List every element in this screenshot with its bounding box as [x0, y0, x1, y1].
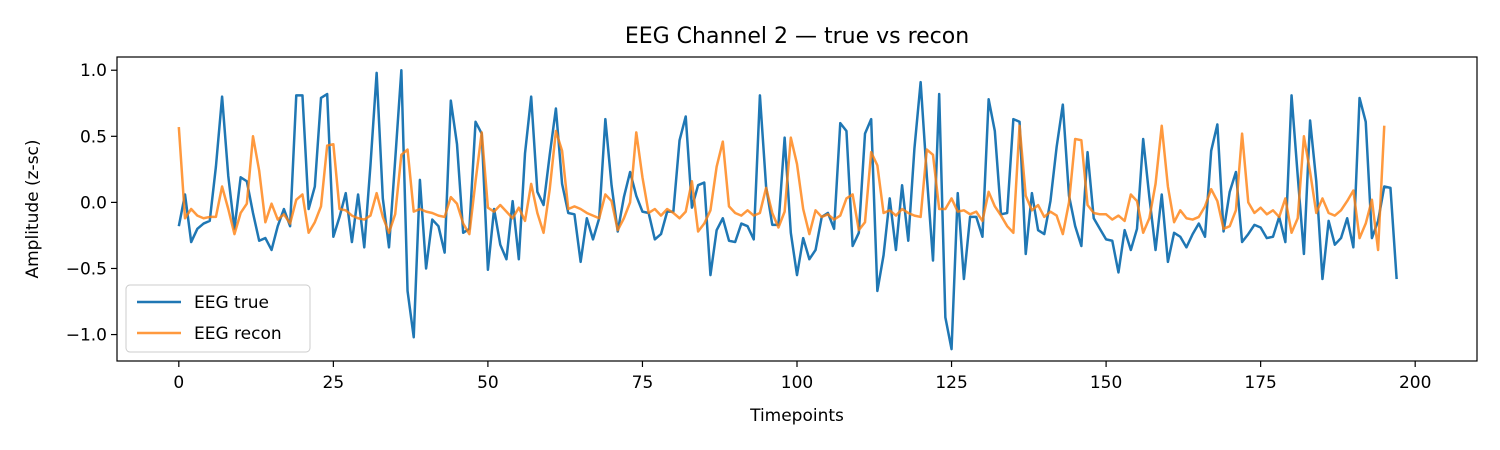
y-tick-label: 1.0 — [80, 61, 107, 81]
x-tick-label: 200 — [1399, 373, 1431, 393]
y-tick-label: 0.5 — [80, 127, 107, 147]
series-line-eeg-recon — [177, 124, 1386, 252]
x-tick-label: 75 — [632, 373, 654, 393]
y-axis-ticks: 1.0 0.5 0.0 −0.5 −1.0 — [66, 61, 117, 346]
x-tick-label: 0 — [173, 373, 184, 393]
y-tick-label: −0.5 — [66, 259, 107, 279]
plot-frame — [116, 56, 1478, 362]
legend-label-eeg-recon: EEG recon — [194, 324, 282, 344]
y-tick-label: −1.0 — [66, 326, 107, 346]
x-tick-label: 50 — [477, 373, 499, 393]
x-tick-label: 100 — [781, 373, 813, 393]
x-tick-label: 150 — [1090, 373, 1122, 393]
chart-title: EEG Channel 2 — true vs recon — [625, 24, 969, 49]
x-axis-label: Timepoints — [749, 406, 844, 426]
y-axis-label: Amplitude (z-sc) — [23, 139, 43, 278]
legend: EEG true EEG recon — [125, 284, 311, 353]
x-tick-label: 25 — [323, 373, 345, 393]
x-axis-ticks: 0 25 50 75 100 125 150 175 200 — [173, 361, 1431, 393]
y-tick-label: 0.0 — [80, 193, 107, 213]
x-tick-label: 175 — [1244, 373, 1276, 393]
x-tick-label: 125 — [935, 373, 967, 393]
legend-label-eeg-true: EEG true — [194, 293, 269, 313]
plot-lines — [177, 68, 1398, 351]
